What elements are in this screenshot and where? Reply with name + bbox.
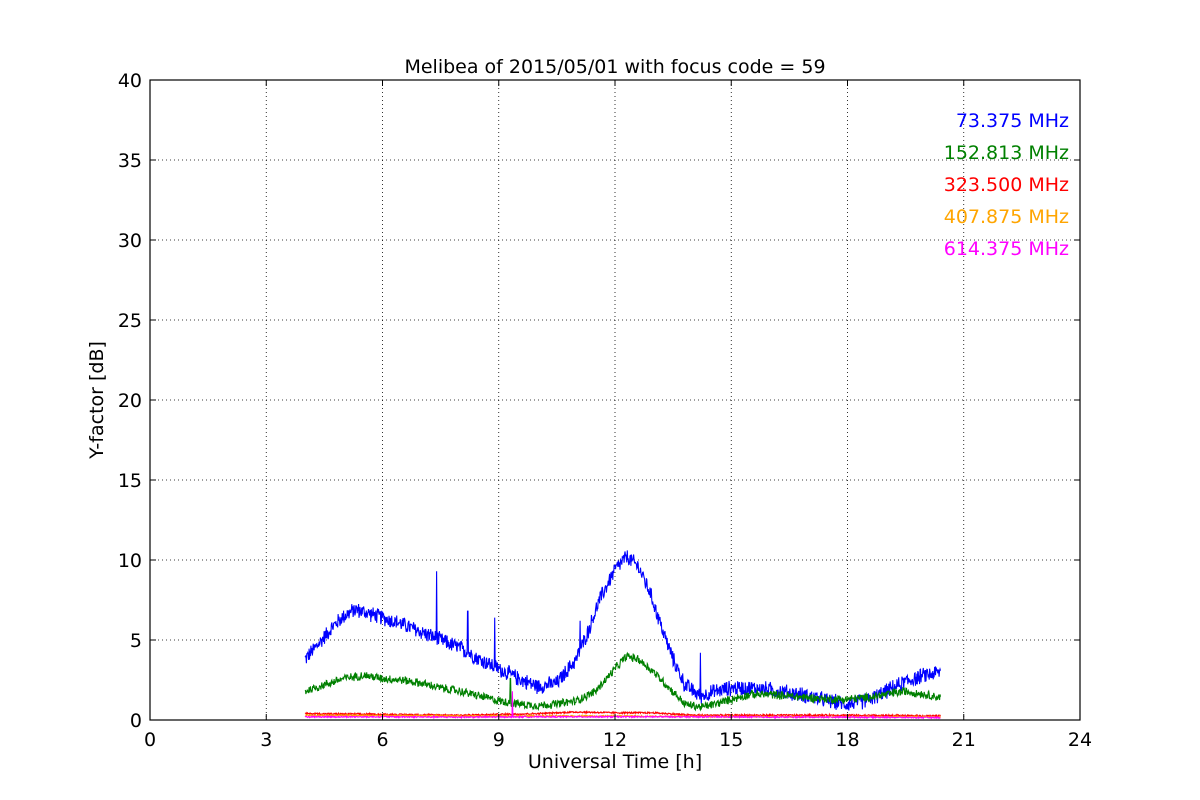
series-line-1 — [304, 651, 942, 712]
y-tick-label: 10 — [118, 550, 142, 572]
series-line-0 — [304, 550, 942, 711]
x-tick-label: 18 — [835, 729, 859, 751]
x-tick-label: 24 — [1068, 729, 1092, 751]
chart-title: Melibea of 2015/05/01 with focus code = … — [404, 56, 825, 78]
legend-entry: 614.375 MHz — [944, 238, 1069, 260]
x-tick-label: 6 — [376, 729, 388, 751]
axis-ticks: 0 3 6 9 12 15 18 21 24 0 5 10 15 20 25 30 35 40 — [118, 70, 1092, 751]
x-tick-label: 12 — [603, 729, 627, 751]
y-tick-label: 5 — [130, 630, 142, 652]
y-tick-label: 40 — [118, 70, 142, 92]
x-tick-label: 21 — [952, 729, 976, 751]
legend: 73.375 MHz 152.813 MHz 323.500 MHz 407.875 … — [944, 110, 1069, 260]
series-line-4 — [304, 691, 941, 720]
x-tick-label: 3 — [260, 729, 272, 751]
y-tick-label: 35 — [118, 150, 142, 172]
legend-entry: 73.375 MHz — [956, 110, 1069, 132]
y-axis-label: Y-factor [dB] — [86, 341, 108, 460]
y-tick-label: 0 — [130, 710, 142, 732]
legend-entry: 323.500 MHz — [944, 174, 1069, 196]
y-tick-label: 30 — [118, 230, 142, 252]
grid — [150, 80, 1080, 720]
x-tick-label: 0 — [144, 729, 156, 751]
x-tick-label: 9 — [493, 729, 505, 751]
x-axis-label: Universal Time [h] — [528, 751, 702, 773]
y-tick-label: 25 — [118, 310, 142, 332]
x-tick-label: 15 — [719, 729, 743, 751]
legend-entry: 152.813 MHz — [944, 142, 1069, 164]
y-tick-label: 20 — [118, 390, 142, 412]
y-tick-label: 15 — [118, 470, 142, 492]
series-group — [304, 550, 942, 720]
legend-entry: 407.875 MHz — [944, 206, 1069, 228]
